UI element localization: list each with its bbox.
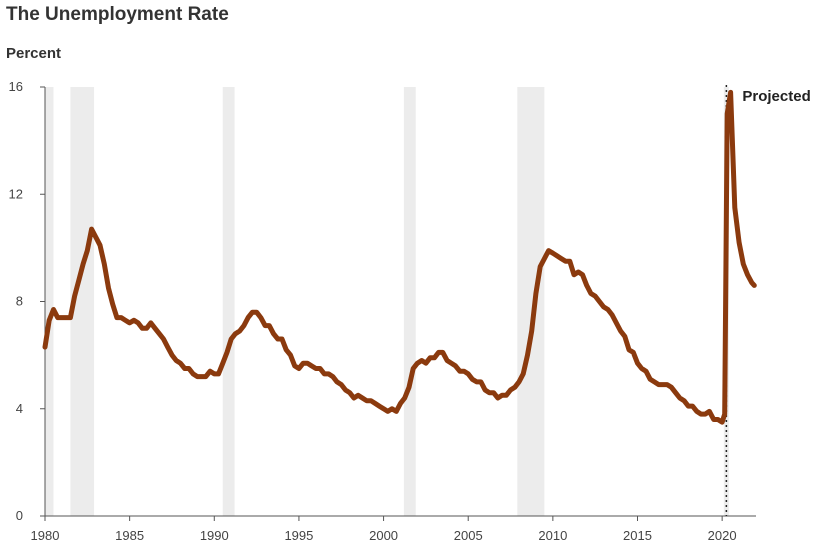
y-tick-label: 16 — [9, 79, 23, 94]
x-tick-label: 1990 — [200, 528, 229, 543]
y-tick-label: 12 — [9, 186, 23, 201]
y-tick-label: 4 — [16, 401, 23, 416]
x-tick-label: 2015 — [623, 528, 652, 543]
x-tick-label: 2020 — [708, 528, 737, 543]
x-tick-label: 2005 — [454, 528, 483, 543]
x-tick-label: 1995 — [284, 528, 313, 543]
series-layer — [42, 89, 757, 425]
y-axis-label: Percent — [6, 45, 62, 62]
x-tick-label: 2010 — [538, 528, 567, 543]
recession-band — [70, 87, 95, 516]
recession-band — [45, 87, 54, 516]
x-tick-label: 2000 — [369, 528, 398, 543]
axes: 0 4 8 12 16 1980 1985 1990 1995 2000 2005 2010 2015 2… — [9, 79, 756, 543]
x-tick-label: 1985 — [115, 528, 144, 543]
projection-marker: Projected — [725, 85, 811, 516]
recession-band — [517, 87, 545, 516]
recession-band — [403, 87, 416, 516]
recession-bands — [45, 87, 729, 516]
unemployment-rate-line — [42, 89, 757, 425]
chart-title: The Unemployment Rate — [6, 4, 229, 25]
x-tick-label: 1980 — [31, 528, 60, 543]
y-tick-label: 0 — [16, 508, 23, 523]
recession-band — [222, 87, 235, 516]
projection-label: Projected — [742, 88, 810, 105]
y-tick-label: 8 — [16, 294, 23, 309]
